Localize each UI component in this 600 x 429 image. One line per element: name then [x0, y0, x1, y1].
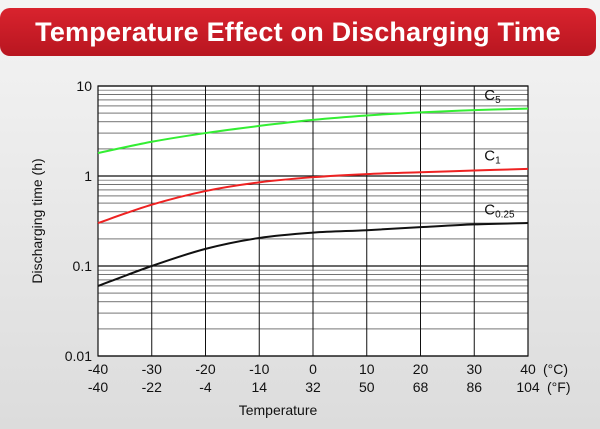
- x-tick-label-c: 40: [520, 361, 536, 377]
- series-label-2: C0.25: [484, 201, 515, 220]
- x-tick-label-f: 14: [251, 379, 267, 395]
- series-line-0: [97, 107, 529, 155]
- series-label-1: C1: [484, 148, 501, 167]
- x-tick-label-f: 50: [359, 379, 375, 395]
- x-unit-fahrenheit: (°F): [547, 379, 570, 395]
- label-layer: 1010.10.01-40-40-30-22-20-4-101403210502…: [65, 78, 571, 395]
- x-tick-label-f: 104: [516, 379, 540, 395]
- x-tick-label-c: -40: [88, 361, 108, 377]
- x-tick-label-c: -20: [195, 361, 215, 377]
- y-tick-label: 1: [84, 168, 92, 184]
- x-tick-label-c: 10: [359, 361, 375, 377]
- x-tick-label-f: -40: [88, 379, 108, 395]
- series-layer: [97, 107, 529, 287]
- x-tick-label-f: 68: [413, 379, 429, 395]
- y-tick-label: 10: [76, 78, 92, 94]
- x-tick-label-c: -10: [249, 361, 269, 377]
- y-tick-label: 0.01: [65, 348, 92, 364]
- series-line-1: [97, 167, 529, 225]
- x-tick-label-f: -22: [142, 379, 162, 395]
- x-tick-label-c: 30: [466, 361, 482, 377]
- series-line-2: [97, 222, 529, 287]
- x-tick-label-c: 0: [309, 361, 317, 377]
- x-unit-celsius: (°C): [543, 361, 568, 377]
- x-tick-label-f: -4: [199, 379, 212, 395]
- grid-major: [97, 85, 529, 357]
- x-tick-label-f: 86: [466, 379, 482, 395]
- x-tick-label-f: 32: [305, 379, 321, 395]
- y-axis-title: Discharging time (h): [29, 158, 45, 283]
- series-label-0: C5: [484, 87, 501, 106]
- x-axis-title: Temperature: [239, 402, 318, 418]
- chart-title: Temperature Effect on Discharging Time: [0, 8, 596, 56]
- x-tick-label-c: -30: [142, 361, 162, 377]
- y-tick-label: 0.1: [73, 258, 93, 274]
- x-tick-label-c: 20: [413, 361, 429, 377]
